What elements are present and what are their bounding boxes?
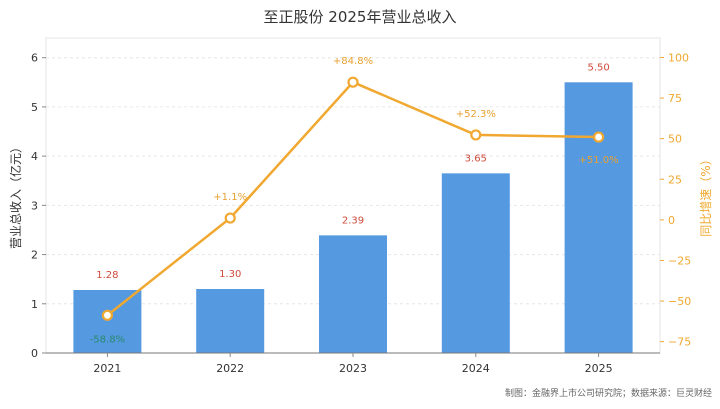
y-tick-label: 0: [31, 347, 38, 360]
x-tick-label: 2025: [585, 362, 613, 375]
growth-value-label: +52.3%: [456, 109, 496, 120]
footer-source: 制图：金融界上市公司研究院；数据来源：巨灵财经: [505, 387, 712, 399]
x-tick-label: 2024: [462, 362, 490, 375]
bar: [564, 82, 633, 353]
x-tick-label: 2023: [339, 362, 367, 375]
y-tick-label: 4: [31, 150, 38, 163]
y2-tick-label: −50: [668, 295, 691, 308]
y-tick-label: 6: [31, 52, 38, 65]
growth-value-label: +1.1%: [213, 192, 247, 203]
y-tick-label: 1: [31, 298, 38, 311]
growth-value-label: +51.0%: [579, 155, 619, 166]
data-labels: 1.28 1.30 2.39 3.65 5.50 -58.8% +1.1% +84.8% +52…: [90, 56, 619, 345]
bar-value-label: 2.39: [342, 215, 364, 226]
y-axis-label: 营业总收入（亿元）: [8, 141, 23, 249]
bar-value-label: 3.65: [465, 153, 487, 164]
growth-value-label: +84.8%: [333, 56, 373, 67]
y2-tick-label: 50: [668, 133, 682, 146]
y2-tick-label: 100: [668, 51, 689, 64]
bar: [441, 173, 510, 353]
x-tick-label: 2022: [216, 362, 244, 375]
growth-value-label: -58.8%: [90, 334, 125, 345]
y-tick-label: 2: [31, 249, 38, 262]
y2-tick-label: 0: [668, 214, 675, 227]
y-tick-label: 5: [31, 101, 38, 114]
y2-tick-label: 75: [668, 92, 682, 105]
growth-point: [592, 131, 605, 143]
y2-tick-label: 25: [668, 173, 682, 186]
bars: [73, 82, 633, 353]
y2-tick-label: −75: [668, 336, 691, 349]
growth-line: [101, 76, 605, 321]
y2-tick-label: −25: [668, 254, 691, 267]
bar-value-label: 1.30: [219, 269, 241, 280]
growth-point: [101, 309, 114, 321]
chart-title: 至正股份 2025年营业总收入: [264, 8, 457, 26]
growth-point: [470, 129, 482, 141]
x-tick-label: 2021: [93, 362, 121, 375]
growth-point: [347, 76, 359, 88]
bar: [196, 289, 265, 353]
bar-value-label: 5.50: [587, 62, 609, 73]
bar: [319, 235, 387, 353]
axes: 0 1 2 3 4 5 6 −75 −50 −25 0 25 50 75 100 2021 2022 2023 20…: [31, 51, 691, 375]
y2-axis-label: 同比增速（%）: [699, 153, 713, 236]
bar: [73, 290, 142, 353]
growth-point: [224, 212, 236, 224]
y-tick-label: 3: [31, 199, 38, 212]
bar-value-label: 1.28: [96, 270, 118, 281]
